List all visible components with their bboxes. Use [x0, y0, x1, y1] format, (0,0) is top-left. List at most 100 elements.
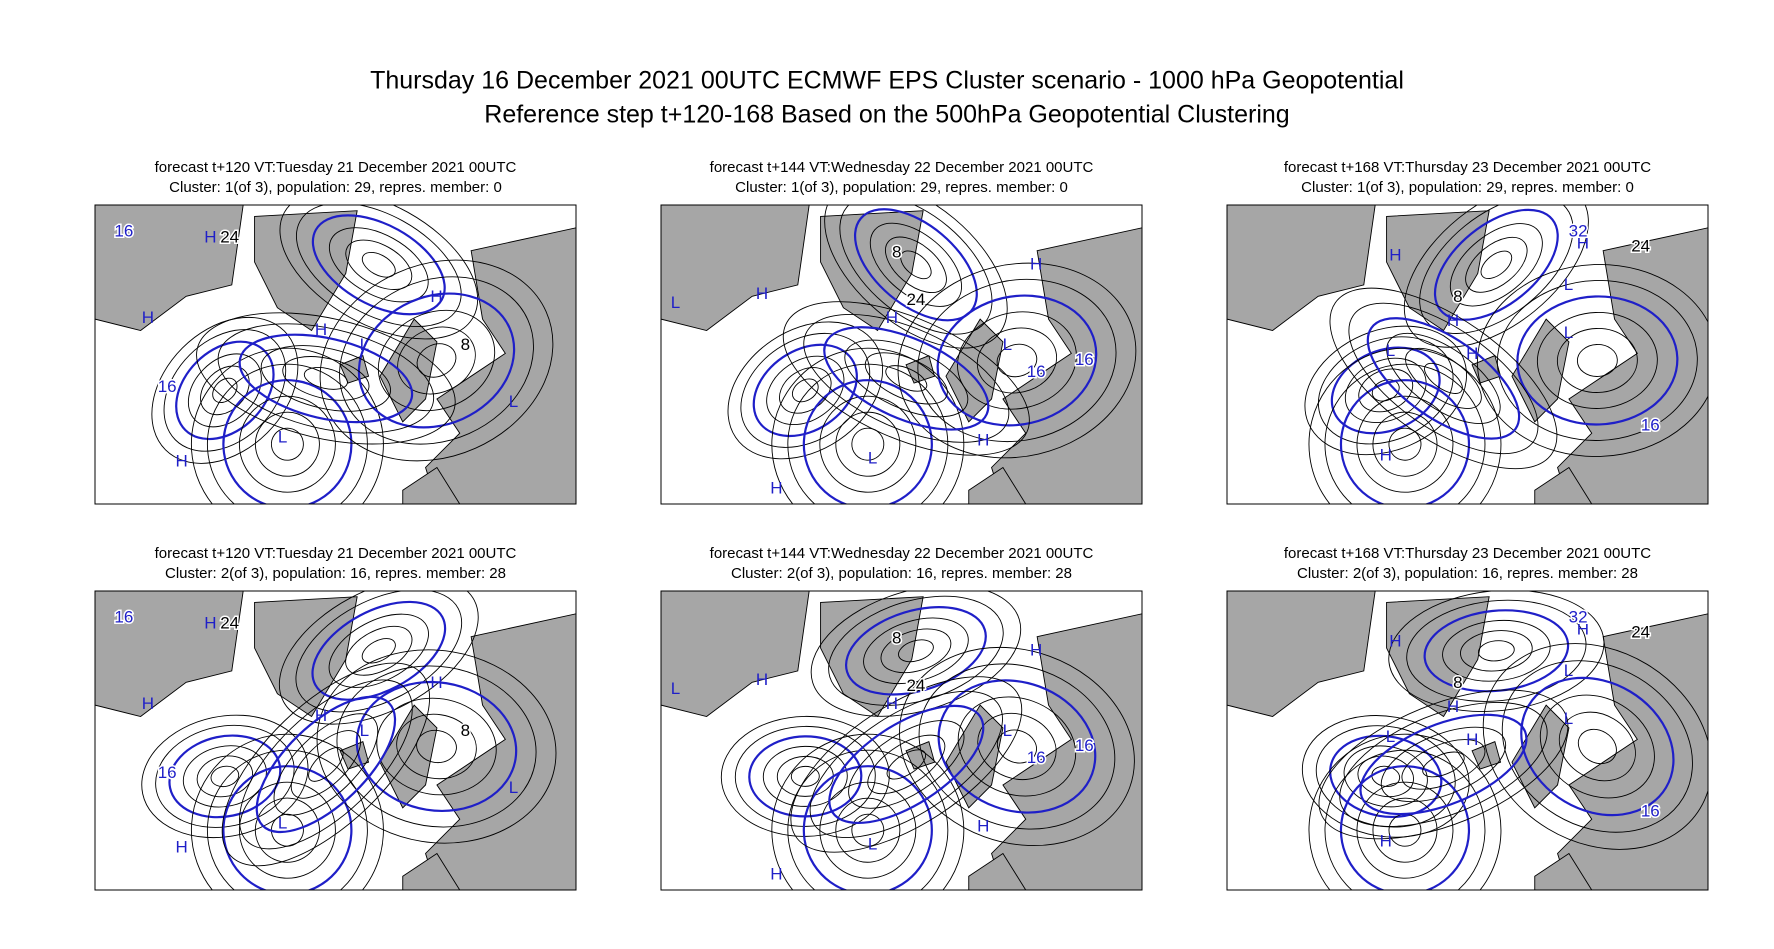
contour-line — [1477, 640, 1515, 662]
contour-line — [254, 411, 320, 477]
contour-line — [1317, 336, 1454, 445]
contour-line — [273, 713, 379, 816]
contour-line — [1539, 694, 1655, 799]
contour-label: 8 — [461, 335, 470, 354]
contour-label: 8 — [892, 628, 901, 647]
pressure-center-label: H — [315, 706, 327, 725]
map-panel: H H L H H H L 16 24 8 16 L — [94, 204, 577, 505]
panel-forecast: forecast t+120 VT:Tuesday 21 December 20… — [155, 545, 517, 562]
contour-line — [1366, 317, 1521, 440]
pressure-center-label: L — [868, 449, 877, 468]
contour-line — [255, 695, 397, 834]
pressure-center-label: H — [1030, 640, 1042, 659]
contour-label: 32 — [1569, 221, 1588, 240]
contour-line — [377, 309, 496, 412]
contour-line — [1372, 797, 1438, 863]
contour-line — [361, 638, 396, 664]
contour-line — [782, 301, 1030, 456]
contour-line — [1356, 395, 1454, 493]
contour-line — [163, 329, 287, 452]
pressure-center-label: H — [1389, 245, 1401, 264]
contour-line — [766, 355, 845, 426]
contour-line — [238, 395, 336, 493]
pressure-center-label: H — [1577, 233, 1589, 252]
pressure-center-label: L — [1386, 727, 1395, 746]
contour-line — [899, 646, 1135, 847]
contour-label: 16 — [1027, 362, 1046, 381]
contour-line — [802, 379, 933, 504]
contour-line — [1401, 739, 1486, 790]
pressure-center-label: H — [886, 694, 898, 713]
contour-line — [844, 339, 969, 418]
contour-line — [802, 765, 933, 890]
contour-line — [239, 679, 413, 850]
pressure-center-label: L — [278, 428, 287, 447]
pressure-center-label: L — [509, 778, 518, 797]
contour-line — [196, 755, 254, 798]
contour-line — [222, 765, 353, 890]
contour-label: 16 — [158, 377, 177, 396]
contour-line — [1442, 619, 1551, 682]
contour-line — [1482, 643, 1708, 850]
contour-label: 8 — [1453, 673, 1462, 692]
pressure-center-label: H — [1447, 311, 1459, 330]
contour-line — [996, 729, 1037, 764]
panel-cluster: Cluster: 2(of 3), population: 16, repres… — [1297, 565, 1638, 582]
contour-line — [900, 250, 932, 280]
contour-line — [839, 205, 993, 335]
contour-line — [1424, 362, 1463, 394]
pressure-center-label: L — [671, 679, 680, 698]
pressure-center-label: L — [278, 814, 287, 833]
contour-line — [1359, 713, 1528, 816]
contour-line — [1556, 328, 1638, 393]
pressure-center-label: H — [1380, 832, 1392, 851]
contour-line — [206, 749, 368, 890]
pressure-center-label: H — [1577, 619, 1589, 638]
pressure-center-label: H — [756, 670, 768, 689]
contour-line — [270, 427, 304, 461]
contour-line — [1516, 295, 1679, 426]
pressure-center-label: H — [1466, 344, 1478, 363]
pressure-center-label: H — [1447, 697, 1459, 716]
pressure-center-label: H — [977, 817, 989, 836]
contour-line — [809, 690, 1003, 838]
contour-line — [210, 765, 240, 788]
panel-cluster: Cluster: 2(of 3), population: 16, repres… — [731, 565, 1072, 582]
contour-line — [897, 262, 1137, 459]
map-content — [1227, 205, 1708, 504]
contour-line — [1536, 312, 1658, 409]
pressure-center-label: H — [1030, 254, 1042, 273]
contour-line — [1460, 630, 1533, 672]
contour-line — [790, 765, 820, 787]
contour-line — [336, 665, 537, 828]
contour-line — [182, 745, 267, 808]
contour-label: 16 — [1641, 802, 1660, 821]
contour-line — [1558, 711, 1636, 782]
contour-line — [1357, 755, 1414, 798]
map-frame — [660, 204, 1143, 505]
pressure-center-label: H — [1466, 730, 1478, 749]
contour-line — [787, 363, 949, 504]
map-frame — [94, 204, 577, 505]
contour-line — [864, 352, 948, 405]
contour-line — [885, 365, 928, 392]
pressure-center-label: L — [1564, 661, 1573, 680]
contour-line — [957, 311, 1077, 410]
contour-line — [898, 639, 934, 663]
contour-line — [1380, 726, 1507, 803]
map-panel: H H L H H L H 16 8 16 24 L — [660, 590, 1143, 891]
contour-line — [996, 343, 1038, 378]
contour-line — [221, 662, 431, 867]
contour-line — [1388, 813, 1422, 847]
contour-label: 16 — [1075, 736, 1094, 755]
contour-line — [917, 278, 1117, 443]
contour-line — [190, 347, 384, 504]
contour-line — [937, 679, 1097, 814]
contour-line — [762, 745, 848, 807]
contour-line — [1371, 765, 1401, 787]
contour-label: 8 — [1453, 287, 1462, 306]
contour-line — [771, 733, 965, 890]
contour-line — [936, 294, 1098, 427]
